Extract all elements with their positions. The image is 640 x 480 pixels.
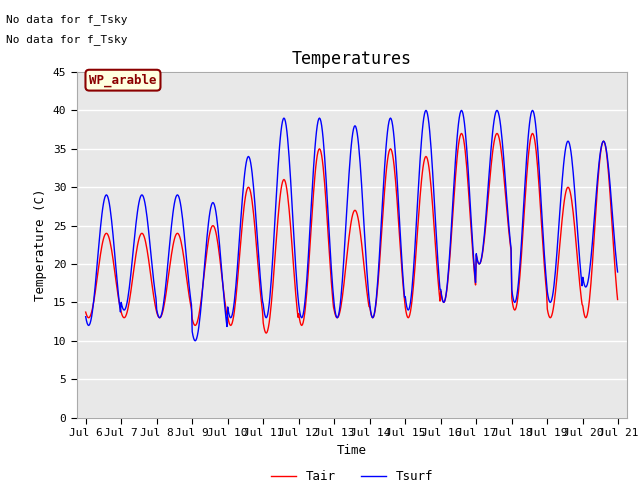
Text: WP_arable: WP_arable [89,73,157,87]
Text: No data for f_Tsky: No data for f_Tsky [6,14,128,25]
Line: Tsurf: Tsurf [86,110,618,341]
Tair [262,330,270,336]
Tsurf [417,146,425,152]
Tair [614,297,621,302]
Tsurf [201,260,209,265]
Text: No data for f_Tsky: No data for f_Tsky [6,34,128,45]
Tair [146,267,154,273]
Tsurf [422,108,430,113]
Tair [92,289,99,295]
Tsurf [191,338,199,344]
Tsurf [433,246,441,252]
Tsurf [614,269,621,275]
Tsurf [82,314,90,320]
Tair [82,309,90,315]
Tair [417,185,425,191]
Tair [228,320,236,326]
Tsurf [146,242,154,248]
Tair [458,131,465,136]
Line: Tair: Tair [86,133,618,333]
Y-axis label: Temperature (C): Temperature (C) [35,189,47,301]
Tair [433,255,440,261]
Legend: Tair, Tsurf: Tair, Tsurf [266,465,438,480]
Tsurf [92,282,99,288]
X-axis label: Time: Time [337,444,367,456]
Tair [200,273,208,278]
Title: Temperatures: Temperatures [292,49,412,68]
Tsurf [229,309,237,314]
